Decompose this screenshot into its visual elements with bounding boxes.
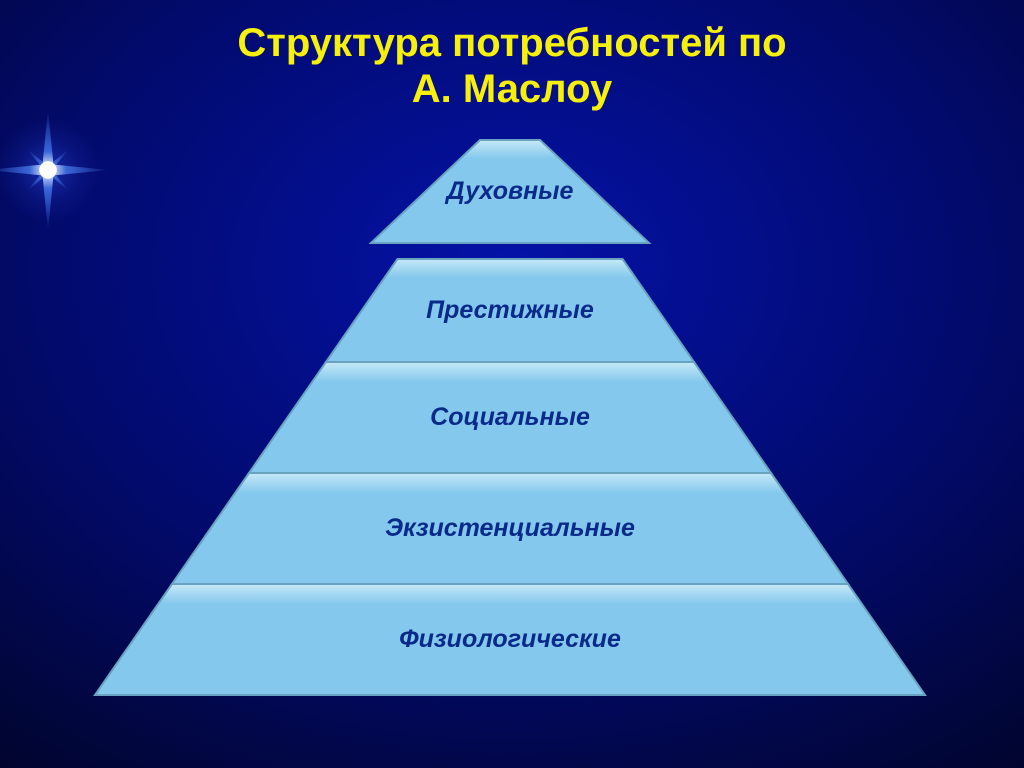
pyramid-level-label: Духовные: [445, 177, 574, 205]
maslow-pyramid: Духовные Престижные Социальные Экзистенциал…: [0, 0, 1024, 768]
pyramid-level-label: Социальные: [430, 403, 590, 431]
pyramid-level-label: Физиологические: [399, 625, 621, 653]
pyramid-level-label: Экзистенциальные: [385, 514, 635, 542]
slide: Структура потребностей по А. Маслоу Духо…: [0, 0, 1024, 768]
pyramid-level-label: Престижные: [426, 296, 594, 324]
